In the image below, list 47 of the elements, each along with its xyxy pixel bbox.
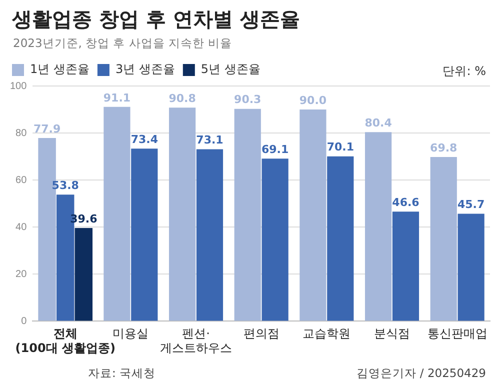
data-label: 69.8	[430, 141, 458, 154]
bar	[131, 148, 158, 321]
x-tick-label: 편의점	[243, 326, 280, 341]
bar	[74, 228, 93, 321]
bar	[430, 157, 457, 321]
bar	[364, 132, 392, 321]
data-label: 46.6	[392, 196, 420, 209]
data-label: 73.4	[130, 132, 158, 146]
text: 자료: 국세청	[88, 366, 156, 381]
data-label: 80.4	[364, 116, 392, 130]
bar	[262, 158, 288, 321]
y-tick-label: 100	[10, 80, 28, 92]
data-label: 90.8	[168, 92, 196, 105]
y-tick-label: 40	[16, 222, 28, 233]
y-tick-label: 0	[21, 316, 28, 327]
bar	[300, 110, 326, 321]
chart-subtitle: 2023년기준, 창업 후 사업을 지속한 비율	[13, 36, 232, 51]
legend-label: 3년 생존율	[115, 62, 175, 76]
data-label: 77.9	[33, 122, 61, 136]
data-label: 90.3	[234, 93, 262, 106]
data-label: 70.1	[326, 140, 354, 154]
bar	[168, 108, 196, 321]
text: 김영은기자 / 20250429	[356, 366, 486, 381]
data-label: 53.8	[52, 179, 79, 192]
data-label: 73.1	[196, 134, 224, 147]
bar	[327, 156, 354, 321]
y-tick-label: 80	[16, 128, 28, 139]
bar	[196, 149, 224, 321]
bar	[234, 108, 261, 321]
data-label: 69.1	[261, 143, 289, 156]
data-label: 90.0	[299, 94, 327, 107]
x-tick-label: 교습학원	[302, 326, 351, 341]
bar	[392, 212, 420, 321]
x-tick-label: 분식점	[374, 326, 410, 341]
x-tick-label: 통신판매업	[427, 326, 488, 341]
x-tick-label: 미용실	[112, 326, 149, 341]
bar	[104, 106, 130, 321]
legend-label: 1년 생존율	[30, 62, 90, 76]
y-axis-title: 단위: %	[442, 63, 486, 80]
y-tick-label: 60	[16, 174, 28, 186]
legend-label: 5년 생존율	[200, 62, 260, 76]
data-label: 45.7	[457, 198, 485, 212]
data-label: 91.1	[103, 91, 131, 104]
y-tick-label: 20	[16, 268, 28, 280]
x-tick-label: 펜션· 게스트하우스	[160, 326, 232, 355]
chart-title: 생활업종 창업 후 연차별 생존율	[12, 6, 300, 33]
bar	[458, 214, 484, 321]
